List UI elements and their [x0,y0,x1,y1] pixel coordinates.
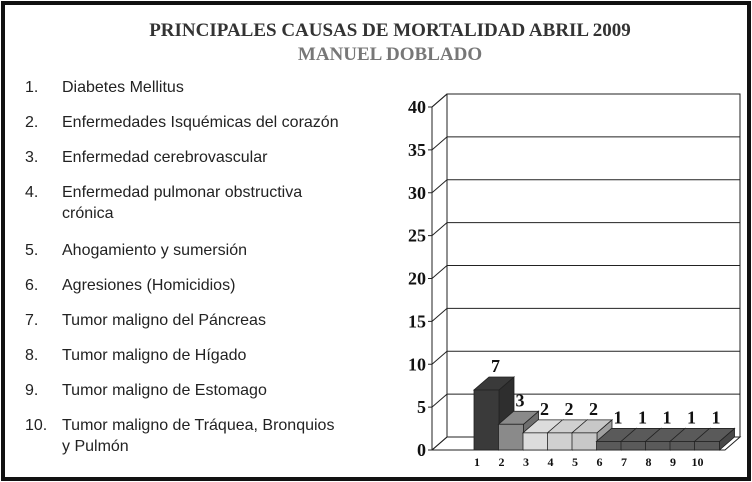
cause-name: crónica [62,205,114,222]
data-label: 1 [663,407,672,427]
y-tick-label: 30 [408,183,426,203]
grid-line [431,307,448,322]
x-tick-label: 4 [548,455,554,469]
x-tick-label: 10 [692,455,704,469]
x-tick-label: 6 [597,455,603,469]
x-tick-label: 3 [523,455,529,469]
grid-line [431,136,448,151]
data-label: 1 [638,407,647,427]
cause-name: Tumor maligno de Estomago [62,382,267,399]
bar [596,441,622,451]
grid-line [431,393,448,408]
grid-line [431,265,448,279]
y-tick-label: 35 [408,140,426,160]
y-tick-label: 25 [408,226,426,246]
cause-number: 9. [25,382,38,399]
chart-subtitle: MANUEL DOBLADO [298,44,482,65]
y-tick-label: 5 [417,397,426,417]
bar [522,432,549,451]
data-label: 2 [589,399,598,419]
bar [620,441,647,451]
cause-number: 4. [25,184,38,201]
cause-number: 2. [25,114,38,131]
y-tick-label: 10 [408,354,426,374]
y-tick-label: 15 [408,311,426,331]
cause-number: 3. [25,149,38,166]
cause-number: 6. [25,277,38,294]
x-tick-label: 7 [621,455,627,469]
cause-name: Diabetes Mellitus [62,79,184,96]
x-tick-label: 8 [646,455,652,469]
chart-title: PRINCIPALES CAUSAS DE MORTALIDAD ABRIL 2… [149,20,631,41]
data-label: 2 [565,399,574,419]
x-tick-label: 2 [499,455,505,469]
data-label: 7 [491,356,500,376]
x-tick-label: 1 [474,455,480,469]
cause-name: Enfermedad pulmonar obstructiva [62,184,302,201]
bar [571,432,598,451]
cause-number: 5. [25,242,38,259]
data-label: 1 [687,407,696,427]
bar [547,432,573,451]
bar [645,441,671,451]
cause-name: Tumor maligno de Tráquea, Bronquios [62,417,334,434]
cause-name: Tumor maligno de Hígado [62,347,246,364]
x-tick-label: 9 [670,455,676,469]
bar [498,423,524,451]
cause-name: Tumor maligno del Páncreas [62,312,266,329]
bar [473,389,500,451]
grid-line [431,179,448,194]
bar [694,441,720,451]
data-label: 1 [614,407,623,427]
grid-line [431,93,448,108]
y-tick-label: 20 [408,269,426,289]
bar [669,441,696,451]
cause-number: 10. [25,417,47,434]
y-tick-label: 40 [408,97,426,117]
data-label: 3 [516,390,525,410]
data-label: 2 [540,399,549,419]
data-label: 1 [712,407,721,427]
cause-number: 7. [25,312,38,329]
grid-line [431,222,448,237]
cause-number: 1. [25,79,38,96]
cause-name: Agresiones (Homicidios) [62,277,235,294]
grid-line [431,436,448,451]
y-tick-label: 0 [417,440,426,460]
cause-name: Enfermedad cerebrovascular [62,149,268,166]
cause-name: Ahogamiento y sumersión [62,242,247,259]
x-tick-label: 5 [572,455,578,469]
grid-line [431,350,448,365]
cause-name: Enfermedades Isquémicas del corazón [62,114,339,131]
cause-name: y Pulmón [62,438,129,455]
cause-number: 8. [25,347,38,364]
